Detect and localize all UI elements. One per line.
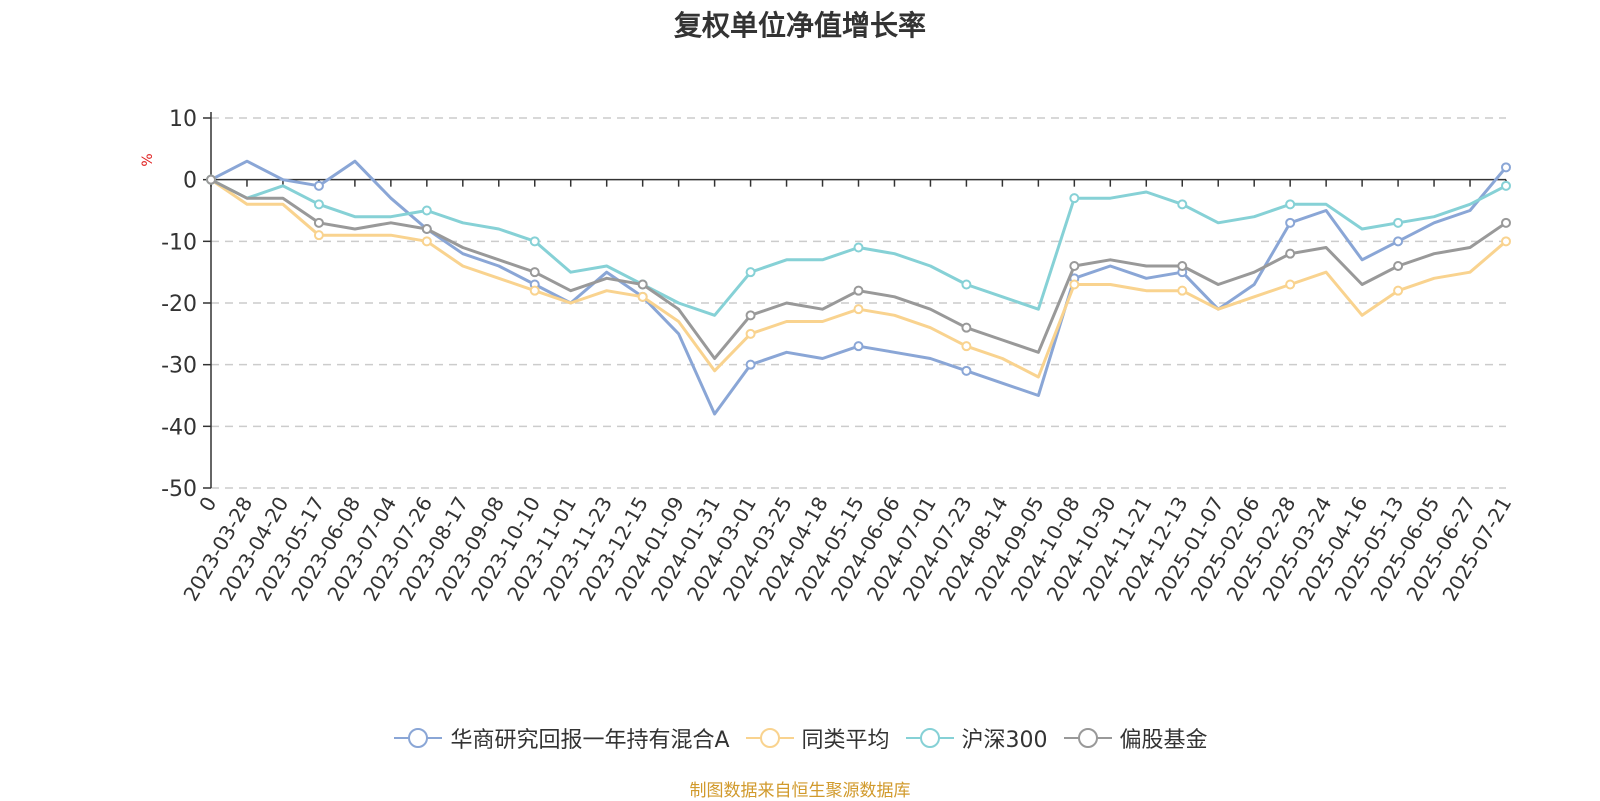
chart-legend: 华商研究回报一年持有混合A 同类平均 沪深300 偏股基金 [0,722,1600,754]
data-point [1501,217,1511,228]
source-note: 制图数据来自恒生聚源数据库 [689,781,911,801]
data-point [1285,279,1296,290]
data-point [529,267,540,278]
y-tick-label: -50 [161,477,197,502]
data-point [745,359,756,370]
data-point [853,341,864,352]
data-point [1177,285,1188,296]
data-point [1285,199,1296,210]
data-point [1501,162,1511,173]
legend-marker-icon [905,728,954,748]
data-point [745,310,756,321]
data-point [421,224,432,234]
legend-item[interactable]: 沪深300 [904,722,1048,754]
data-point [1069,279,1080,290]
grid-layer [211,117,1506,489]
data-point [1177,261,1188,271]
data-point [1393,217,1404,228]
data-point [853,285,864,296]
series-layer [206,159,1511,416]
y-tick-label: -10 [161,230,197,255]
legend-item[interactable]: 偏股基金 [1062,722,1208,754]
data-point [529,236,540,247]
data-point [421,205,432,216]
legend-marker-icon [394,728,443,748]
data-point [853,242,864,253]
legend-item[interactable]: 同类平均 [744,722,890,754]
y-tick-label: -30 [161,354,197,379]
data-point [853,304,864,315]
data-point [1285,248,1296,259]
y-tick-label: -20 [161,292,197,317]
legend-label: 同类平均 [801,728,890,753]
data-point [313,230,324,241]
data-point [961,279,972,290]
data-point [1501,180,1511,191]
data-point [421,236,432,247]
y-axis-unit-label: % [140,153,156,166]
data-point [961,365,972,376]
legend-label: 偏股基金 [1119,728,1208,753]
data-point [1069,193,1080,204]
series-line [210,178,1507,360]
legend-label: 沪深300 [961,728,1048,753]
data-point [1285,217,1296,228]
data-point [961,341,972,352]
data-point [1393,261,1404,271]
data-point [529,285,540,296]
data-point [1393,285,1404,296]
legend-item[interactable]: 华商研究回报一年持有混合A [392,722,730,754]
x-tick-label: 0 [194,493,221,516]
data-point [1177,199,1188,210]
data-point [961,322,972,333]
y-tick-label: -40 [161,415,197,440]
data-point [1393,236,1404,247]
data-point [313,217,324,228]
data-point [313,180,324,191]
legend-label: 华商研究回报一年持有混合A [450,728,730,753]
y-tick-label: 0 [183,169,197,194]
chart-title: 复权单位净值增长率 [673,9,926,42]
legend-marker-icon [745,728,794,748]
data-point [745,328,756,339]
data-point [745,267,756,278]
axis-layer: 100-10-20-30-40-5002023-03-282023-04-202… [161,107,1516,605]
data-point [637,291,648,302]
data-point [1069,261,1080,271]
line-chart: 100-10-20-30-40-5002023-03-282023-04-202… [140,107,1516,605]
data-point [1501,236,1511,247]
data-point [206,174,216,185]
y-tick-label: 10 [169,107,197,132]
legend-marker-icon [1063,728,1112,748]
data-point [313,199,324,210]
data-point [637,279,648,290]
